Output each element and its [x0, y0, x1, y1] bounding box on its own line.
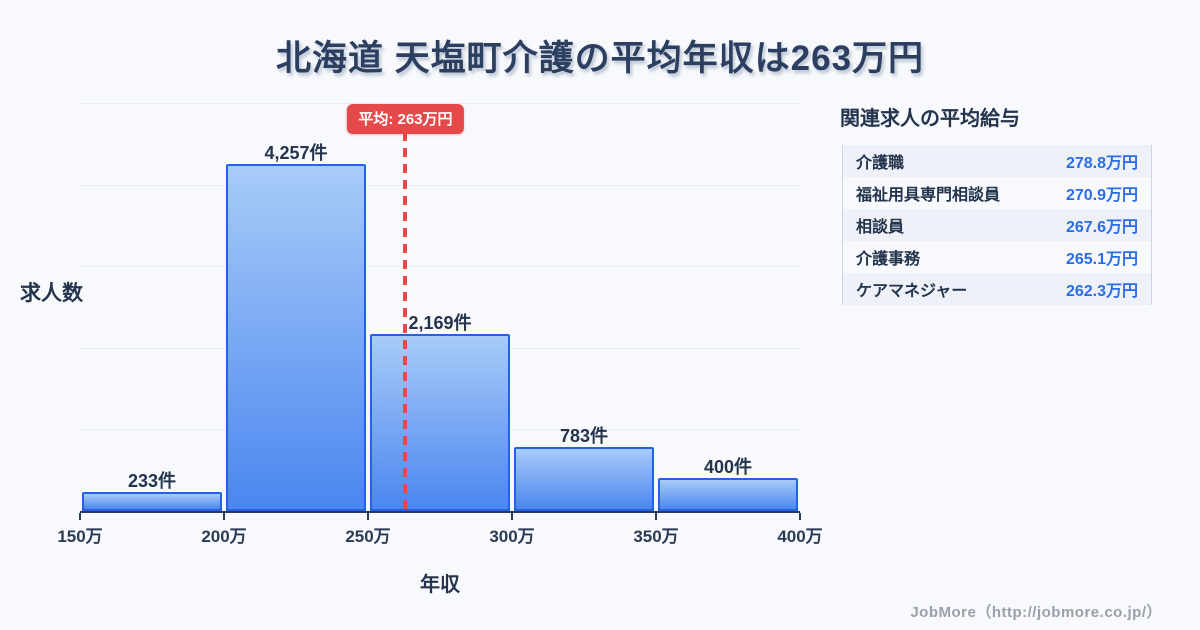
x-axis-tick — [79, 513, 81, 520]
salary-table-row: 福祉用具専門相談員 270.9万円 — [843, 177, 1151, 209]
bar-value-label: 783件 — [559, 426, 609, 447]
x-axis-tick — [799, 513, 801, 520]
job-title: 相談員 — [856, 219, 905, 236]
source-credit: JobMore（http://jobmore.co.jp/） — [910, 604, 1162, 621]
histogram-bar: 400件 — [658, 457, 798, 511]
x-axis-tick-label: 300万 — [489, 527, 535, 546]
job-salary-value: 278.8万円 — [1065, 155, 1138, 172]
bar-value-label: 400件 — [703, 457, 753, 478]
histogram-bar: 783件 — [514, 426, 654, 511]
x-axis-tick-label: 350万 — [633, 527, 679, 546]
job-title: 介護職 — [856, 155, 905, 172]
histogram-bar: 2,169件 — [370, 313, 510, 511]
job-salary-value: 270.9万円 — [1065, 187, 1138, 204]
x-axis-tick — [655, 513, 657, 520]
job-title: ケアマネジャー — [856, 283, 968, 300]
x-axis-tick-label: 250万 — [345, 527, 391, 546]
page-title: 北海道 天塩町介護の平均年収は263万円 — [275, 39, 925, 78]
histogram-bar: 4,257件 — [226, 143, 366, 511]
related-jobs-salary-table: 介護職 278.8万円福祉用具専門相談員 270.9万円相談員 267.6万円介護事務… — [842, 145, 1152, 305]
gridline — [80, 103, 800, 104]
job-salary-value: 265.1万円 — [1065, 251, 1138, 268]
job-salary-value: 267.6万円 — [1065, 219, 1138, 236]
x-axis-tick — [511, 513, 513, 520]
mean-dashed-line — [403, 132, 408, 509]
job-title: 福祉用具専門相談員 — [856, 187, 1001, 204]
y-axis-label: 求人数 — [20, 282, 83, 305]
x-axis-tick — [223, 513, 225, 520]
histogram-plot: 233件 4,257件 2,169件 783件 400件 150万 200万 250万 300万… — [57, 103, 823, 546]
x-axis-tick-label: 400万 — [777, 527, 823, 546]
gridline — [80, 184, 800, 186]
salary-table-row: ケアマネジャー 262.3万円 — [843, 273, 1151, 305]
salary-table-row: 介護事務 265.1万円 — [843, 241, 1151, 273]
x-axis-label: 年収 — [420, 574, 460, 596]
gridline — [80, 266, 800, 268]
job-title: 介護事務 — [856, 251, 921, 268]
job-salary-value: 262.3万円 — [1065, 283, 1138, 300]
mean-badge: 平均: 263万円 — [347, 104, 464, 134]
x-axis-tick-label: 200万 — [201, 527, 247, 546]
salary-table-row: 相談員 267.6万円 — [843, 209, 1151, 241]
bar-value-label: 2,169件 — [408, 313, 472, 334]
histogram-bar: 233件 — [82, 471, 222, 511]
bar-value-label: 233件 — [127, 471, 177, 491]
related-jobs-panel-title: 関連求人の平均給与 — [840, 108, 1020, 130]
x-axis-tick-label: 150万 — [57, 527, 103, 546]
x-axis-tick — [367, 513, 369, 520]
bar-value-label: 4,257件 — [264, 142, 328, 163]
salary-table-row: 介護職 278.8万円 — [843, 145, 1151, 177]
